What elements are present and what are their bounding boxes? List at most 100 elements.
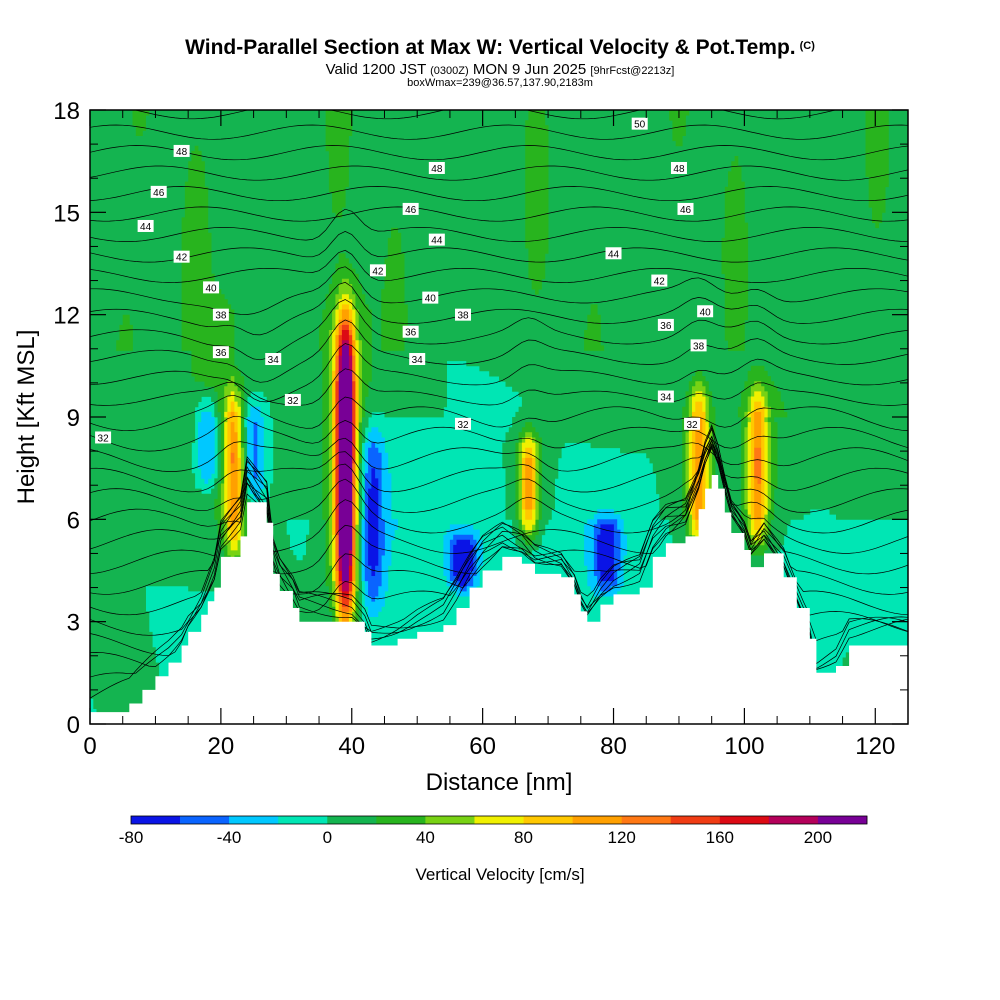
theta-label-text: 48 (673, 164, 685, 175)
theta-label: 44 (428, 233, 445, 247)
valid-utc: (0300Z) (430, 65, 469, 77)
theta-label: 48 (428, 161, 445, 175)
theta-label-text: 46 (680, 205, 692, 216)
colorbar-tick-label: 160 (706, 828, 734, 847)
y-tick-label: 3 (67, 610, 80, 637)
theta-label: 40 (422, 291, 439, 305)
theta-contour-line (90, 424, 908, 534)
theta-label-text: 44 (608, 249, 620, 260)
theta-contour-line (90, 444, 908, 636)
theta-contour-line (90, 124, 908, 140)
theta-contour-line (90, 439, 908, 575)
x-tick-label: 40 (338, 733, 365, 760)
theta-contour-line (90, 415, 908, 452)
theta-label-text: 42 (372, 266, 384, 277)
valid-fcst: [9hrFcst@2213z] (590, 65, 675, 77)
theta-contour-line (90, 343, 908, 403)
colorbar-swatch (621, 816, 672, 824)
theta-label: 32 (684, 417, 701, 431)
colorbar-frame (130, 815, 868, 825)
colorbar-swatch (327, 816, 377, 824)
theta-label: 42 (651, 274, 668, 288)
theta-contour-line (90, 206, 908, 222)
theta-contour-line (90, 319, 908, 383)
theta-label-text: 32 (287, 396, 299, 407)
colorbar-swatch (278, 816, 328, 824)
theta-label: 42 (173, 250, 190, 264)
colorbar: -80 -40 0 40 80 120 160 200 (119, 815, 868, 847)
colorbar-tick-label: 120 (608, 828, 636, 847)
colorbar-swatch (474, 816, 524, 824)
theta-label: 44 (137, 219, 154, 233)
colorbar-tick-label: 200 (804, 828, 832, 847)
theta-label: 46 (150, 185, 167, 199)
y-tick-label: 15 (53, 200, 80, 227)
theta-label: 50 (631, 117, 648, 131)
theta-label-text: 48 (176, 147, 188, 158)
theta-label: 36 (402, 325, 419, 339)
colorbar-swatch (670, 816, 721, 824)
theta-label: 38 (455, 308, 472, 322)
x-tick-label: 120 (855, 733, 895, 760)
y-axis-label: Height [Kft MSL] (13, 330, 40, 505)
colorbar-swatch (572, 816, 622, 824)
theta-label-text: 38 (215, 311, 227, 322)
theta-label: 38 (212, 308, 229, 322)
theta-label-text: 44 (431, 236, 443, 247)
theta-contour-line (90, 145, 908, 161)
theta-label: 34 (657, 390, 674, 404)
theta-label-text: 40 (206, 283, 218, 294)
theta-label: 32 (95, 431, 112, 444)
colorbar-swatch (719, 816, 770, 824)
theta-label: 32 (284, 393, 301, 407)
chart-title: Wind-Parallel Section at Max W: Vertical… (0, 36, 1000, 60)
x-tick-label: 60 (469, 733, 496, 760)
terrain (90, 475, 908, 724)
theta-label: 34 (265, 353, 282, 366)
valid-prefix: Valid 1200 JST (325, 61, 426, 78)
colorbar-tick-label: 80 (514, 828, 533, 847)
velocity-band (338, 340, 353, 592)
title-main: Wind-Parallel Section at Max W: Vertical… (185, 36, 796, 59)
x-tick-label: 80 (600, 733, 627, 760)
theta-label: 36 (657, 318, 674, 332)
theta-label: 44 (605, 247, 622, 260)
theta-label-text: 44 (140, 222, 152, 233)
theta-contour-line (90, 439, 908, 657)
copyright-mark: (C) (799, 40, 815, 52)
theta-label-text: 36 (405, 328, 417, 339)
theta-label-text: 34 (268, 355, 280, 366)
theta-contour-line (90, 437, 908, 472)
theta-label: 40 (203, 281, 220, 294)
theta-label: 36 (212, 346, 229, 359)
theta-label-text: 46 (405, 205, 417, 216)
theta-contour-line (90, 165, 908, 181)
y-tick-label: 0 (67, 712, 80, 739)
x-tick-label: 0 (83, 733, 96, 760)
y-tick-label: 9 (67, 405, 80, 432)
y-tick-label: 6 (67, 507, 80, 534)
x-tick-label: 20 (208, 733, 235, 760)
theta-contour-line (90, 368, 908, 406)
theta-label-text: 50 (634, 120, 646, 131)
theta-contour-line (90, 186, 908, 202)
theta-label: 46 (402, 202, 419, 216)
theta-label: 34 (409, 353, 426, 366)
theta-label: 48 (173, 144, 190, 158)
theta-contour-line (90, 439, 908, 493)
colorbar-swatch (376, 816, 426, 824)
colorbar-label: Vertical Velocity [cm/s] (415, 865, 584, 884)
theta-label-text: 42 (176, 253, 188, 264)
theta-label: 42 (369, 264, 386, 277)
theta-label-text: 32 (457, 420, 469, 431)
colorbar-swatch (229, 816, 279, 824)
theta-contour-line (90, 445, 908, 595)
y-tick-label: 18 (53, 98, 80, 125)
theta-label-text: 40 (700, 307, 712, 318)
valid-time-line: Valid 1200 JST (0300Z) MON 9 Jun 2025 [9… (0, 61, 1000, 78)
theta-label-text: 36 (215, 348, 227, 359)
colorbar-tick-label: 40 (416, 828, 435, 847)
theta-contour-line (90, 249, 908, 283)
theta-label: 40 (697, 305, 714, 318)
